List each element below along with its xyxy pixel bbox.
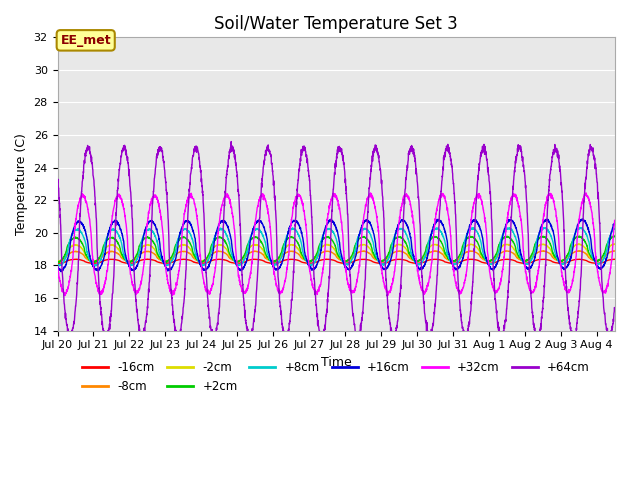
Y-axis label: Temperature (C): Temperature (C): [15, 133, 28, 235]
Legend: -16cm, -8cm, -2cm, +2cm, +8cm, +16cm, +32cm, +64cm: -16cm, -8cm, -2cm, +2cm, +8cm, +16cm, +3…: [77, 357, 595, 398]
X-axis label: Time: Time: [321, 356, 351, 369]
Title: Soil/Water Temperature Set 3: Soil/Water Temperature Set 3: [214, 15, 458, 33]
Text: EE_met: EE_met: [60, 34, 111, 47]
